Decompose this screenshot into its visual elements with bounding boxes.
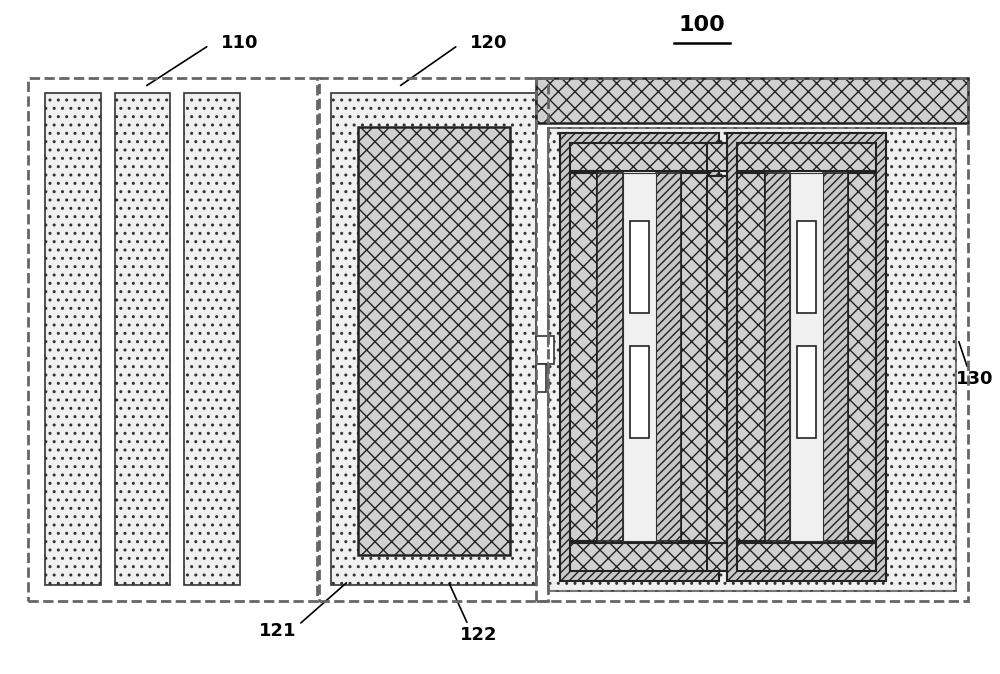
- Bar: [797, 221, 816, 313]
- Bar: [536, 364, 546, 392]
- Bar: [570, 143, 709, 171]
- Bar: [570, 173, 597, 541]
- Bar: [737, 543, 876, 571]
- Bar: [707, 143, 727, 171]
- Text: 120: 120: [470, 34, 508, 53]
- Bar: [727, 133, 886, 581]
- Bar: [115, 93, 170, 585]
- Bar: [570, 543, 709, 571]
- Bar: [630, 346, 649, 437]
- Bar: [823, 173, 848, 541]
- Text: 130: 130: [956, 370, 993, 388]
- Bar: [331, 93, 536, 585]
- Bar: [536, 78, 968, 601]
- Bar: [737, 143, 876, 571]
- Bar: [656, 173, 681, 541]
- Text: 110: 110: [221, 34, 259, 53]
- Bar: [707, 543, 727, 571]
- Bar: [184, 93, 240, 585]
- Bar: [797, 346, 816, 437]
- Bar: [45, 93, 101, 585]
- Bar: [623, 173, 656, 541]
- Text: 122: 122: [460, 625, 498, 644]
- Bar: [848, 173, 876, 541]
- Bar: [570, 143, 709, 571]
- Bar: [681, 173, 709, 541]
- Bar: [597, 173, 623, 541]
- Bar: [548, 128, 956, 591]
- Bar: [536, 336, 554, 364]
- Bar: [28, 78, 317, 601]
- Text: 100: 100: [679, 16, 725, 35]
- Text: 121: 121: [259, 621, 296, 640]
- Bar: [737, 143, 876, 171]
- Bar: [790, 173, 823, 541]
- Bar: [630, 221, 649, 313]
- Bar: [319, 78, 548, 601]
- Bar: [560, 133, 719, 581]
- Bar: [548, 128, 956, 591]
- Bar: [765, 173, 790, 541]
- Bar: [358, 127, 510, 555]
- Bar: [707, 176, 727, 543]
- Bar: [536, 78, 968, 123]
- Bar: [737, 173, 765, 541]
